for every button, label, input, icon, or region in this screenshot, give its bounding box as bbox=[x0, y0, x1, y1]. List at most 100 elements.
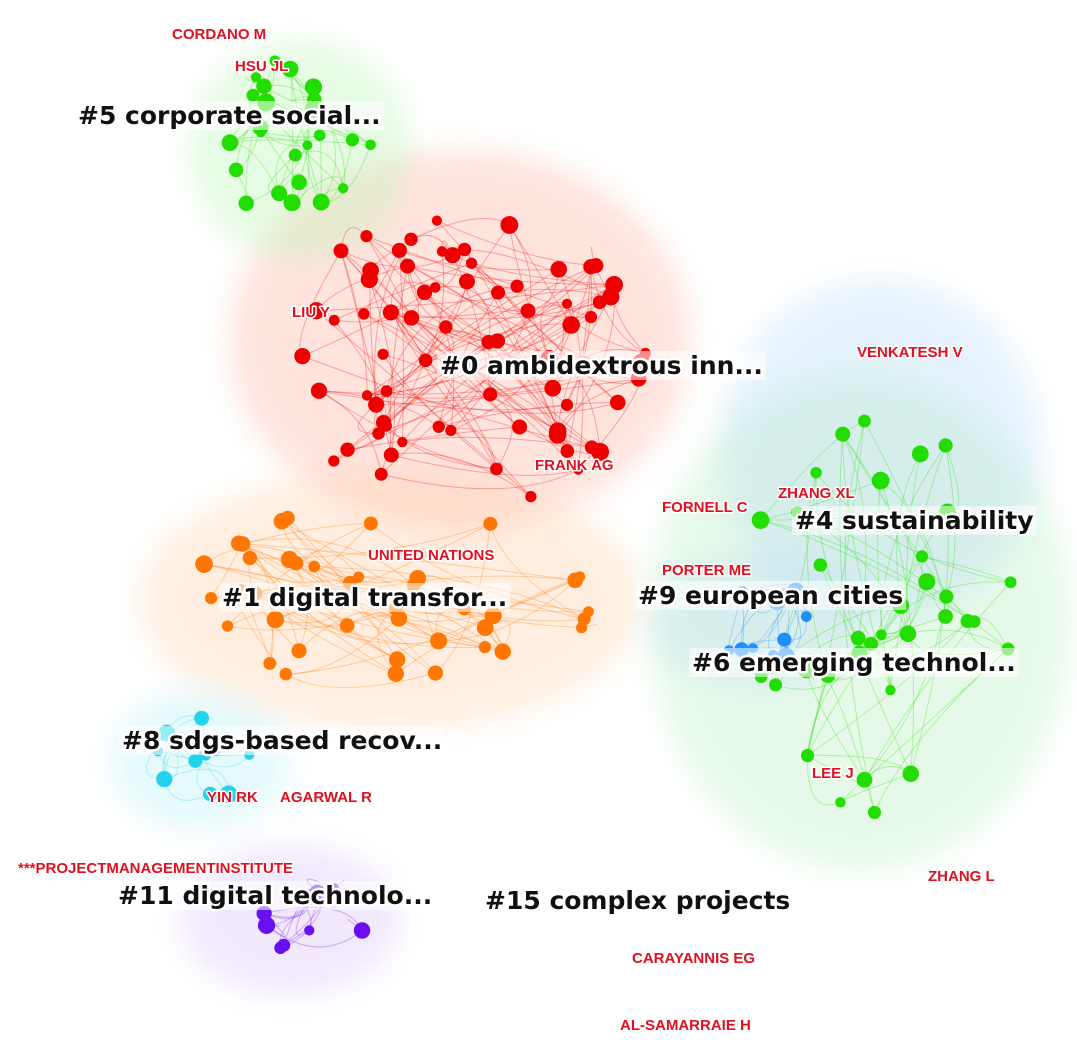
edge bbox=[424, 292, 455, 431]
node bbox=[288, 148, 302, 162]
node bbox=[353, 571, 365, 583]
node bbox=[465, 257, 478, 269]
edge bbox=[407, 266, 489, 343]
edge bbox=[399, 249, 559, 271]
node bbox=[835, 797, 846, 808]
edge bbox=[390, 301, 600, 320]
edge bbox=[289, 559, 436, 674]
node bbox=[328, 455, 340, 467]
edge bbox=[366, 268, 559, 396]
cluster-label-bg bbox=[115, 881, 436, 910]
node bbox=[345, 133, 359, 147]
node bbox=[416, 284, 433, 301]
edge bbox=[407, 265, 550, 359]
cluster-label: #15 complex projects bbox=[485, 886, 790, 915]
edge bbox=[318, 390, 568, 411]
cluster-label-bg bbox=[792, 506, 1037, 535]
author-label: FORNELL C bbox=[662, 499, 748, 516]
node bbox=[363, 516, 378, 531]
edge bbox=[807, 620, 968, 756]
node bbox=[476, 619, 494, 637]
node bbox=[835, 426, 851, 442]
author-label: FRANK AG bbox=[535, 457, 614, 474]
node bbox=[250, 72, 262, 83]
node bbox=[195, 555, 213, 573]
node bbox=[560, 398, 574, 411]
edge bbox=[435, 523, 491, 674]
labels: #5 corporate social... #0 ambidextrous in… bbox=[17, 25, 1037, 1036]
edge bbox=[347, 426, 520, 451]
edge bbox=[842, 433, 968, 622]
edge bbox=[880, 581, 1011, 635]
edge bbox=[398, 576, 581, 622]
edge bbox=[566, 303, 646, 354]
node bbox=[288, 555, 304, 571]
node bbox=[365, 139, 376, 151]
node bbox=[400, 258, 416, 274]
node bbox=[204, 592, 218, 605]
edge bbox=[368, 279, 396, 456]
node bbox=[257, 916, 276, 934]
cluster-label: #0 ambidextrous inn... bbox=[440, 351, 763, 380]
node bbox=[377, 348, 389, 360]
node bbox=[939, 589, 954, 604]
node bbox=[856, 771, 873, 788]
edge bbox=[805, 669, 865, 781]
node bbox=[156, 770, 173, 788]
node bbox=[263, 657, 277, 670]
node bbox=[549, 422, 567, 440]
node bbox=[242, 550, 258, 566]
edge bbox=[318, 390, 497, 470]
node bbox=[353, 922, 371, 939]
node bbox=[385, 305, 399, 319]
node bbox=[274, 941, 287, 955]
edge bbox=[363, 313, 497, 470]
edge bbox=[370, 523, 585, 620]
cluster-label-bg bbox=[437, 351, 766, 380]
cluster-label-bg bbox=[119, 726, 446, 755]
node bbox=[291, 174, 307, 191]
node bbox=[307, 302, 325, 320]
node bbox=[751, 511, 770, 529]
edge bbox=[391, 311, 532, 497]
author-label: ***PROJECTMANAGEMENTINSTITUTE bbox=[18, 860, 293, 877]
node bbox=[383, 447, 399, 463]
node bbox=[432, 420, 445, 433]
cluster-label-bg bbox=[75, 101, 384, 130]
node bbox=[573, 464, 584, 475]
edge bbox=[864, 581, 1011, 781]
edge bbox=[340, 250, 392, 456]
edge bbox=[411, 303, 568, 319]
edge bbox=[438, 576, 581, 642]
cluster-label: #1 digital transfor... bbox=[222, 583, 507, 612]
edge bbox=[318, 390, 382, 475]
node bbox=[561, 298, 573, 309]
node bbox=[483, 516, 498, 531]
edge bbox=[334, 292, 426, 323]
node bbox=[431, 215, 442, 226]
node bbox=[338, 183, 349, 194]
edge bbox=[386, 390, 618, 414]
edge bbox=[771, 472, 817, 669]
node bbox=[1004, 576, 1017, 589]
node bbox=[609, 394, 626, 411]
node bbox=[313, 129, 326, 141]
node bbox=[938, 438, 953, 453]
edge bbox=[402, 436, 592, 448]
node bbox=[430, 282, 441, 293]
node bbox=[340, 442, 355, 457]
author-label: LIU Y bbox=[292, 304, 330, 321]
edge bbox=[450, 324, 572, 431]
edge bbox=[566, 266, 593, 406]
edge bbox=[287, 517, 398, 660]
cluster-label-bg bbox=[219, 583, 511, 612]
edge bbox=[285, 617, 400, 675]
node bbox=[574, 571, 586, 583]
edge bbox=[450, 427, 497, 470]
edge bbox=[436, 220, 596, 267]
node bbox=[304, 78, 323, 96]
node bbox=[279, 667, 293, 681]
cluster-label-bg bbox=[482, 886, 794, 915]
